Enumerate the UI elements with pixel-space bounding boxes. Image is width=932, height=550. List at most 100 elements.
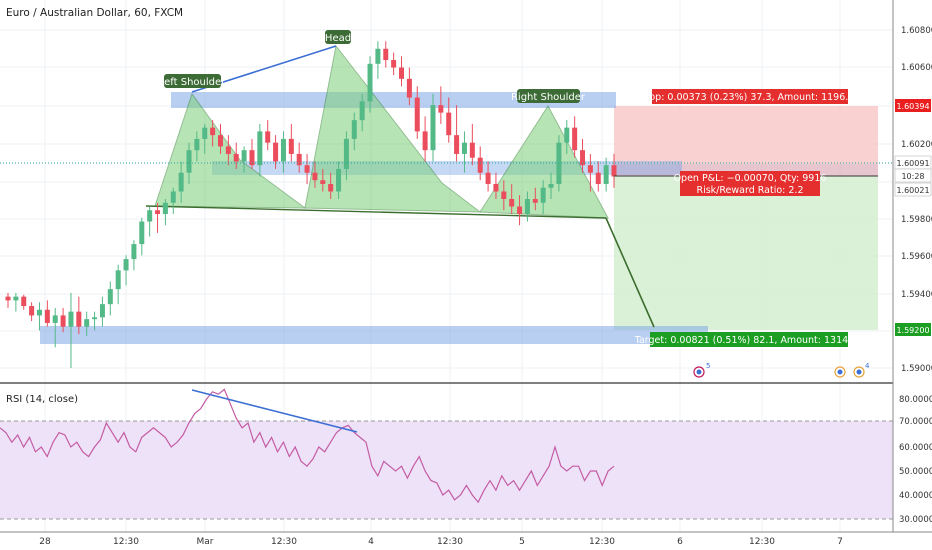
- time-tick-label: Mar: [197, 537, 214, 547]
- candle-body: [477, 157, 483, 173]
- price-tick-label: 1.59600: [901, 252, 932, 262]
- candle: [139, 217, 145, 256]
- candle-body: [5, 296, 11, 301]
- candle: [155, 202, 161, 233]
- candle: [131, 240, 137, 271]
- candle: [5, 292, 11, 308]
- candle-body: [509, 199, 515, 207]
- time-tick-label: 6: [677, 537, 683, 547]
- price-badge-text: 1.60091: [896, 159, 929, 168]
- candle: [501, 180, 507, 211]
- candle-body: [359, 101, 365, 121]
- candle: [414, 86, 420, 139]
- rsi-tick-label: 40.0000: [899, 491, 932, 501]
- candle-body: [430, 105, 436, 151]
- candle-body: [44, 309, 50, 323]
- candle: [312, 161, 318, 188]
- candle-body: [296, 153, 302, 166]
- candle: [68, 292, 74, 368]
- candle: [241, 146, 247, 173]
- time-tick-label: 12:30: [437, 537, 463, 547]
- chart-title: Euro / Australian Dollar, 60, FXCM: [6, 7, 183, 19]
- rsi-tick-label: 80.0000: [899, 395, 932, 405]
- candle: [288, 123, 294, 162]
- time-tick-label: 4: [368, 537, 374, 547]
- time-tick-label: 12:30: [271, 537, 297, 547]
- candle-body: [210, 127, 216, 136]
- candle: [210, 120, 216, 147]
- price-tick-label: 1.59000: [901, 364, 932, 374]
- right-shoulder-label-text: Right Shoulder: [511, 92, 586, 103]
- candle-body: [493, 183, 499, 192]
- candle: [265, 120, 271, 151]
- candle-body: [99, 304, 105, 318]
- candle-body: [517, 206, 523, 215]
- candle: [147, 206, 153, 237]
- candle: [202, 123, 208, 154]
- stop-zone: [614, 106, 878, 164]
- candle: [572, 116, 578, 158]
- candle-body: [178, 172, 184, 192]
- event-marker-2[interactable]: [834, 366, 846, 378]
- candle: [548, 172, 554, 199]
- time-tick-label: 7: [837, 537, 843, 547]
- candle-body: [572, 127, 578, 151]
- rsi-tick-label: 60.0000: [899, 443, 932, 453]
- candle-body: [84, 319, 90, 327]
- candle: [273, 135, 279, 169]
- head-shape: [304, 44, 482, 213]
- right-shoulder-label: Right Shoulder: [511, 89, 586, 103]
- candle-body: [233, 153, 239, 162]
- head-label: Head: [325, 30, 351, 44]
- candle-body: [257, 131, 263, 166]
- time-tick-label: 5: [519, 537, 525, 547]
- candle: [438, 86, 444, 124]
- rsi-tick-label: 70.0000: [899, 417, 932, 427]
- candle-body: [13, 296, 19, 301]
- candle: [60, 307, 66, 333]
- event-marker-1[interactable]: 5: [693, 362, 710, 378]
- candle-body: [273, 142, 279, 162]
- time-tick-label: 12:30: [113, 537, 139, 547]
- stop-box: Stop: 0.00373 (0.23%) 37.3, Amount: 1196…: [640, 89, 860, 104]
- price-badges: 1.60394 1.60091 10:28 1.60021 1.59200: [894, 99, 932, 336]
- resistance-zone: [171, 92, 616, 108]
- candle-body: [328, 183, 334, 192]
- candle: [485, 161, 491, 192]
- candle-body: [587, 165, 593, 173]
- projection-line: [605, 217, 655, 328]
- candle-body: [92, 317, 98, 320]
- candle: [84, 311, 90, 337]
- event-marker-3[interactable]: 4: [853, 362, 870, 378]
- candle: [595, 161, 601, 192]
- price-badge: 10:28: [894, 168, 932, 183]
- candle: [76, 296, 82, 335]
- candle-body: [611, 165, 617, 177]
- candle: [107, 281, 113, 316]
- candle: [280, 131, 286, 173]
- candle-body: [170, 191, 176, 203]
- candle: [52, 307, 58, 348]
- candle: [328, 172, 334, 199]
- candle: [320, 168, 326, 192]
- rsi-band: [0, 421, 893, 519]
- candle-body: [580, 150, 586, 166]
- target-zone: [614, 176, 878, 330]
- candle: [225, 135, 231, 166]
- candle-body: [375, 48, 381, 64]
- candle-body: [280, 138, 286, 162]
- candle: [383, 41, 389, 68]
- candle: [178, 161, 184, 203]
- price-badge: 1.59200: [895, 323, 931, 336]
- candle-body: [249, 150, 255, 166]
- candle: [493, 172, 499, 199]
- candle-body: [115, 270, 121, 290]
- candle: [304, 153, 310, 184]
- candle-body: [399, 67, 405, 79]
- candle-body: [21, 296, 27, 307]
- candle: [580, 138, 586, 173]
- candle-body: [461, 142, 467, 154]
- candle-body: [241, 150, 247, 162]
- candle: [99, 296, 105, 327]
- rsi-tick-label: 30.0000: [899, 515, 932, 525]
